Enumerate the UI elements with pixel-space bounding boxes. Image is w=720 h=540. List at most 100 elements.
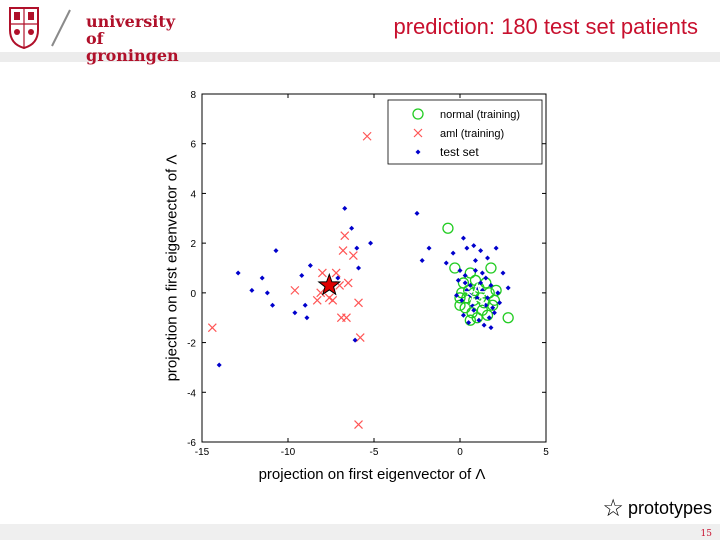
slide-title: prediction: 180 test set patients [393,14,698,39]
test-set-point [472,258,478,264]
normal-training-point [490,284,502,297]
test-set-point [454,292,460,298]
test-set-point [491,310,497,316]
y-tick-label: -4 [187,388,196,399]
y-tick-label: 4 [190,189,196,200]
test-set-point [460,312,466,318]
test-set-point [466,320,472,326]
normal-training-point [502,312,514,324]
test-set-point [335,275,341,281]
test-set-point [467,282,473,288]
scatter-chart: -15 -10 -5 0 5 -6 -4 -2 0 2 4 6 8 normal (training) am… [187,90,549,458]
test-set-point [450,250,456,256]
aml-training-point [338,246,348,256]
star-outline-icon: ☆ [602,495,624,522]
normal-training-point [471,312,483,324]
normal-training-point [481,309,494,321]
prototypes-legend: ☆ prototypes [602,494,712,523]
test-set-point [259,275,265,281]
x-tick-label: 5 [543,447,549,458]
test-set-point [495,290,501,296]
test-set-point [464,245,470,251]
x-tick-label: -15 [195,447,210,458]
test-set-point [459,297,465,303]
normal-prototype-star [464,282,490,306]
aml-training-point [343,278,353,288]
test-set-point [354,245,360,251]
normal-training-point [442,222,454,234]
test-set-point [493,245,499,251]
test-set-point [216,362,222,368]
test-set-point [342,205,348,211]
aml-training-point [312,295,322,305]
y-tick-label: 6 [190,140,196,151]
aml-training-point [340,231,350,241]
test-set-point [304,315,310,321]
aml-training-point [362,131,372,141]
test-set-point [352,337,358,343]
logo-line-2: groningen [86,46,179,65]
test-set-point [460,235,466,241]
test-set-point [483,275,489,281]
test-set-point [471,307,477,313]
test-set-point [349,225,355,231]
test-set-point [273,248,279,254]
test-set-point [497,300,503,306]
y-axis-label: projection on first eigenvector of Λ [163,154,181,382]
test-set-point [500,270,506,276]
header-band [0,0,720,52]
coat-of-arms-icon [9,7,71,50]
test-set-point [479,270,485,276]
test-set-point [478,248,484,254]
test-set-point [455,277,461,283]
legend-label: aml (training) [440,128,504,140]
test-set-point [426,245,432,251]
test-set-point [419,258,425,264]
test-set-point [414,210,420,216]
test-set-point [299,272,305,278]
y-tick-label: -6 [187,438,196,449]
test-set-point [488,282,494,288]
test-set-point [457,267,463,273]
test-set-point [356,265,362,271]
test-set-point [249,287,255,293]
test-set-point [469,302,475,308]
test-set-point [481,322,487,328]
header-divider [0,52,720,62]
y-tick-label: 2 [190,239,196,250]
test-set-point [264,290,270,296]
aml-training-point [354,420,363,430]
y-tick-label: 8 [190,90,196,101]
normal-training-point [464,314,476,326]
test-set-point [235,270,241,276]
aml-training-point [316,288,326,298]
y-tick-label: -2 [187,339,196,350]
test-set-point [270,302,276,308]
legend-label: test set [440,145,479,159]
x-tick-label: 0 [457,447,463,458]
aml-training-point [355,333,365,343]
test-set-point [462,280,468,286]
test-set-point [302,302,308,308]
test-set-point [476,317,482,323]
aml-training-point [290,285,300,295]
aml-training-point [331,268,341,278]
logo-line-1: university of [86,12,176,48]
test-set-point [490,305,496,311]
test-set-point [443,260,449,266]
page-number: 15 [700,529,712,539]
test-set-point [485,295,491,301]
prototypes-label: prototypes [627,498,712,518]
aml-training-point [328,295,338,305]
x-tick-label: -10 [281,447,296,458]
normal-training-point [454,292,466,304]
test-set-point [474,295,480,301]
normal-training-point [469,274,482,287]
test-set-point [488,325,494,331]
y-tick-label: 0 [190,289,196,300]
test-set-point [292,310,298,316]
test-set-point [478,280,484,286]
aml-training-point [354,298,363,308]
test-set-point [483,302,489,308]
test-set-point [486,315,492,321]
